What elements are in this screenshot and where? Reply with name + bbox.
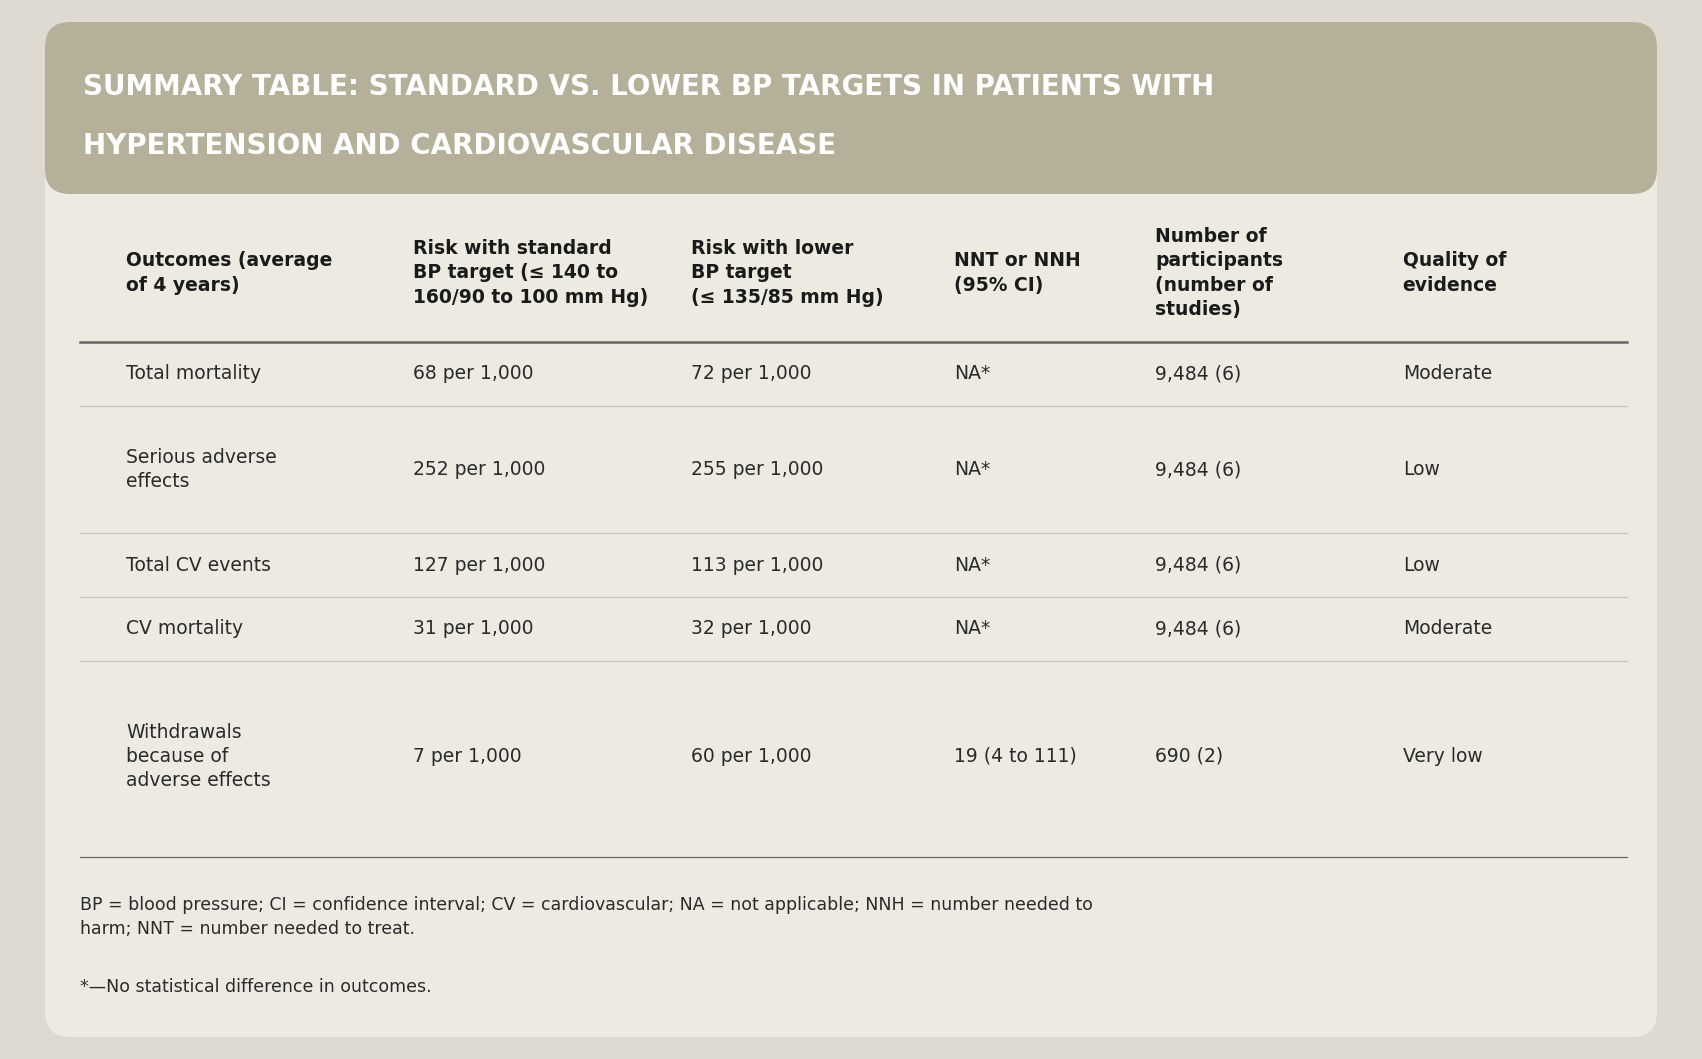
- Text: NNT or NNH
(95% CI): NNT or NNH (95% CI): [955, 251, 1081, 294]
- Text: Very low: Very low: [1402, 747, 1482, 766]
- Text: 690 (2): 690 (2): [1156, 747, 1224, 766]
- Text: 19 (4 to 111): 19 (4 to 111): [955, 747, 1077, 766]
- Text: Number of
participants
(number of
studies): Number of participants (number of studie…: [1156, 227, 1283, 319]
- Text: Moderate: Moderate: [1402, 620, 1493, 639]
- Text: 9,484 (6): 9,484 (6): [1156, 620, 1241, 639]
- Text: Withdrawals
because of
adverse effects: Withdrawals because of adverse effects: [126, 722, 271, 790]
- Text: Risk with standard
BP target (≤ 140 to
160/90 to 100 mm Hg): Risk with standard BP target (≤ 140 to 1…: [412, 239, 648, 307]
- Text: CV mortality: CV mortality: [126, 620, 243, 639]
- Text: Low: Low: [1402, 460, 1440, 479]
- Text: Serious adverse
effects: Serious adverse effects: [126, 448, 277, 491]
- Bar: [70, 133, 1632, 194]
- Text: NA*: NA*: [955, 460, 991, 479]
- Text: 255 per 1,000: 255 per 1,000: [691, 460, 824, 479]
- Text: NA*: NA*: [955, 364, 991, 383]
- Text: NA*: NA*: [955, 556, 991, 575]
- Text: NA*: NA*: [955, 620, 991, 639]
- Text: SUMMARY TABLE: STANDARD VS. LOWER BP TARGETS IN PATIENTS WITH: SUMMARY TABLE: STANDARD VS. LOWER BP TAR…: [83, 73, 1214, 102]
- Text: HYPERTENSION AND CARDIOVASCULAR DISEASE: HYPERTENSION AND CARDIOVASCULAR DISEASE: [83, 131, 836, 160]
- Text: Outcomes (average
of 4 years): Outcomes (average of 4 years): [126, 251, 334, 294]
- FancyBboxPatch shape: [44, 22, 1658, 1037]
- Text: Total CV events: Total CV events: [126, 556, 271, 575]
- Text: 127 per 1,000: 127 per 1,000: [412, 556, 545, 575]
- Text: 9,484 (6): 9,484 (6): [1156, 364, 1241, 383]
- Text: 31 per 1,000: 31 per 1,000: [412, 620, 533, 639]
- Text: BP = blood pressure; CI = confidence interval; CV = cardiovascular; NA = not app: BP = blood pressure; CI = confidence int…: [80, 896, 1093, 938]
- Text: 113 per 1,000: 113 per 1,000: [691, 556, 824, 575]
- Text: 9,484 (6): 9,484 (6): [1156, 556, 1241, 575]
- Text: Risk with lower
BP target
(≤ 135/85 mm Hg): Risk with lower BP target (≤ 135/85 mm H…: [691, 239, 883, 307]
- Text: 7 per 1,000: 7 per 1,000: [412, 747, 521, 766]
- Text: 68 per 1,000: 68 per 1,000: [412, 364, 533, 383]
- Text: Moderate: Moderate: [1402, 364, 1493, 383]
- Text: 72 per 1,000: 72 per 1,000: [691, 364, 812, 383]
- Text: 9,484 (6): 9,484 (6): [1156, 460, 1241, 479]
- Text: Quality of
evidence: Quality of evidence: [1402, 251, 1506, 294]
- Text: *—No statistical difference in outcomes.: *—No statistical difference in outcomes.: [80, 979, 432, 997]
- Text: 252 per 1,000: 252 per 1,000: [412, 460, 545, 479]
- Text: Total mortality: Total mortality: [126, 364, 262, 383]
- FancyBboxPatch shape: [44, 22, 1658, 194]
- Text: 32 per 1,000: 32 per 1,000: [691, 620, 812, 639]
- Text: Low: Low: [1402, 556, 1440, 575]
- Text: 60 per 1,000: 60 per 1,000: [691, 747, 812, 766]
